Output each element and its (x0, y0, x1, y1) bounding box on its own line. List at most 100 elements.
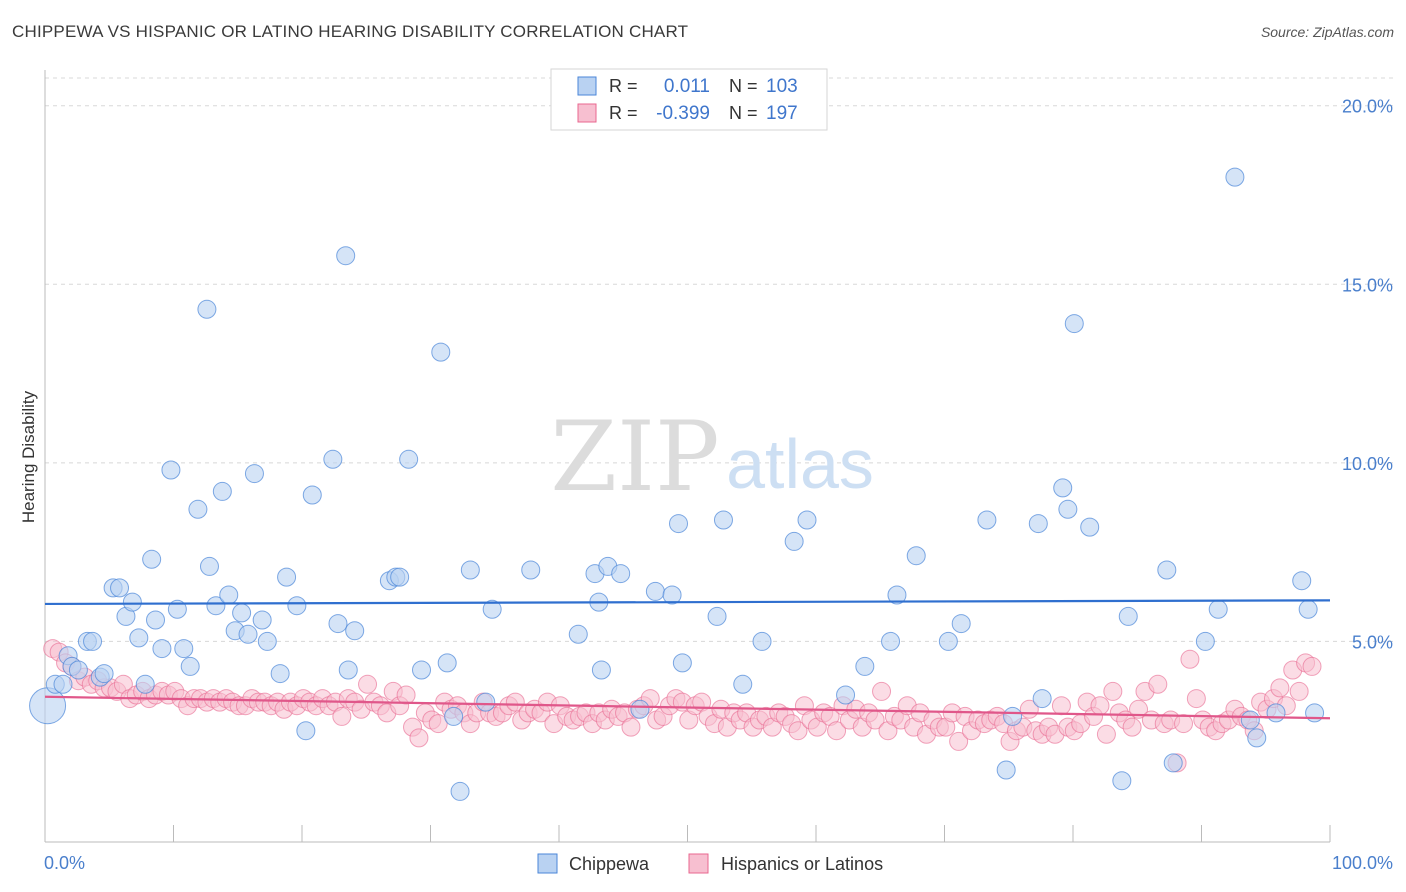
chippewa-point (568, 624, 588, 644)
chippewa-point (174, 639, 194, 659)
hispanic-point (396, 685, 416, 705)
chippewa-point (244, 464, 264, 484)
y-tick-label: 20.0% (1342, 97, 1393, 117)
tick-labels: 5.0% 10.0% 15.0% 20.0% 0.0% 100.0% (44, 97, 1393, 873)
chippewa-point (68, 660, 88, 680)
chippewa-trend-line (44, 599, 1331, 606)
chippewa-point (287, 596, 307, 616)
chippewa-point (437, 653, 457, 673)
chippewa-point (199, 556, 219, 576)
legend-n-label: N = (729, 103, 758, 123)
chippewa-point (906, 546, 926, 566)
chippewa-point (390, 567, 410, 587)
x-tick-label: 0.0% (44, 853, 85, 873)
legend: R = 0.011 N = 103 R = -0.399 N = 197 (550, 68, 828, 131)
series-hispanics-or-latinos (43, 639, 1322, 773)
chippewa-point (521, 560, 541, 580)
trend-lines (44, 599, 1331, 720)
chippewa-point (1028, 514, 1048, 534)
hispanic-point (872, 681, 892, 701)
chippewa-point (188, 499, 208, 519)
chippewa-point (482, 599, 502, 619)
chippewa-point (412, 660, 432, 680)
chippewa-point (110, 578, 130, 598)
hispanic-point (505, 692, 525, 712)
hispanic-point (1122, 717, 1142, 737)
chippewa-point (881, 631, 901, 651)
hispanic-trend-line (44, 695, 1331, 720)
chippewa-point (1163, 753, 1183, 773)
bottom-legend-label-hispanic: Hispanics or Latinos (721, 854, 883, 874)
chippewa-point (951, 614, 971, 634)
bottom-legend-swatch-hispanic (688, 853, 709, 874)
chippewa-point (1080, 517, 1100, 537)
chippewa-point (135, 674, 155, 694)
watermark-zip: ZIP (550, 401, 719, 513)
chippewa-point (94, 664, 114, 684)
gridlines (45, 77, 1395, 642)
chippewa-point (206, 596, 226, 616)
chippewa-point (887, 585, 907, 605)
chippewa-point (338, 660, 358, 680)
chippewa-point (1292, 571, 1312, 591)
chippewa-point (212, 481, 232, 501)
chippewa-point (1266, 703, 1286, 723)
hispanic-point (1302, 656, 1322, 676)
hispanic-point (1051, 696, 1071, 716)
chippewa-point (1053, 478, 1073, 498)
chippewa-point (142, 549, 162, 569)
chippewa-point (83, 631, 103, 651)
chippewa-point (161, 460, 181, 480)
y-tick-label: 5.0% (1352, 632, 1393, 652)
chippewa-point (1058, 499, 1078, 519)
watermark: ZIP atlas (550, 401, 874, 513)
bottom-legend: Chippewa Hispanics or Latinos (537, 853, 883, 874)
chippewa-point (752, 631, 772, 651)
chippewa-point (630, 699, 650, 719)
chippewa-point (938, 631, 958, 651)
legend-r-value: -0.399 (656, 103, 710, 124)
chippewa-point (122, 592, 142, 612)
axes (44, 70, 1331, 843)
hispanic-point (1174, 714, 1194, 734)
chippewa-point (1247, 728, 1267, 748)
chippewa-point (460, 560, 480, 580)
chippewa-point (257, 631, 277, 651)
chippewa-point (444, 706, 464, 726)
legend-swatch-hispanic (577, 103, 597, 123)
chippewa-point (129, 628, 149, 648)
hispanic-point (949, 731, 969, 751)
hispanic-point (788, 721, 808, 741)
chippewa-point (1112, 771, 1132, 791)
chart-title: CHIPPEWA VS HISPANIC OR LATINO HEARING D… (12, 22, 689, 41)
hispanic-point (621, 717, 641, 737)
chippewa-point (1195, 631, 1215, 651)
chippewa-point (476, 692, 496, 712)
hispanic-point (827, 721, 847, 741)
chippewa-point (733, 674, 753, 694)
chippewa-point (252, 610, 272, 630)
chippewa-point (328, 614, 348, 634)
chippewa-point (1208, 599, 1228, 619)
chippewa-point (431, 342, 451, 362)
chippewa-point (1003, 706, 1023, 726)
hispanic-point (1129, 699, 1149, 719)
chippewa-point (1032, 689, 1052, 709)
x-tick-label: 100.0% (1332, 853, 1393, 873)
chippewa-point (146, 610, 166, 630)
legend-r-value: 0.011 (664, 76, 710, 97)
hispanic-point (1289, 681, 1309, 701)
hispanic-point (332, 706, 352, 726)
chippewa-point (1157, 560, 1177, 580)
chippewa-point (277, 567, 297, 587)
chippewa-point (197, 299, 217, 319)
hispanic-point (1148, 674, 1168, 694)
chippewa-point (1298, 599, 1318, 619)
bottom-legend-swatch-chippewa (537, 853, 558, 874)
hispanic-point (1186, 689, 1206, 709)
chippewa-point (238, 624, 258, 644)
chippewa-point (302, 485, 322, 505)
legend-r-label: R = (609, 76, 638, 96)
hispanic-point (1090, 696, 1110, 716)
hispanic-point (1103, 681, 1123, 701)
